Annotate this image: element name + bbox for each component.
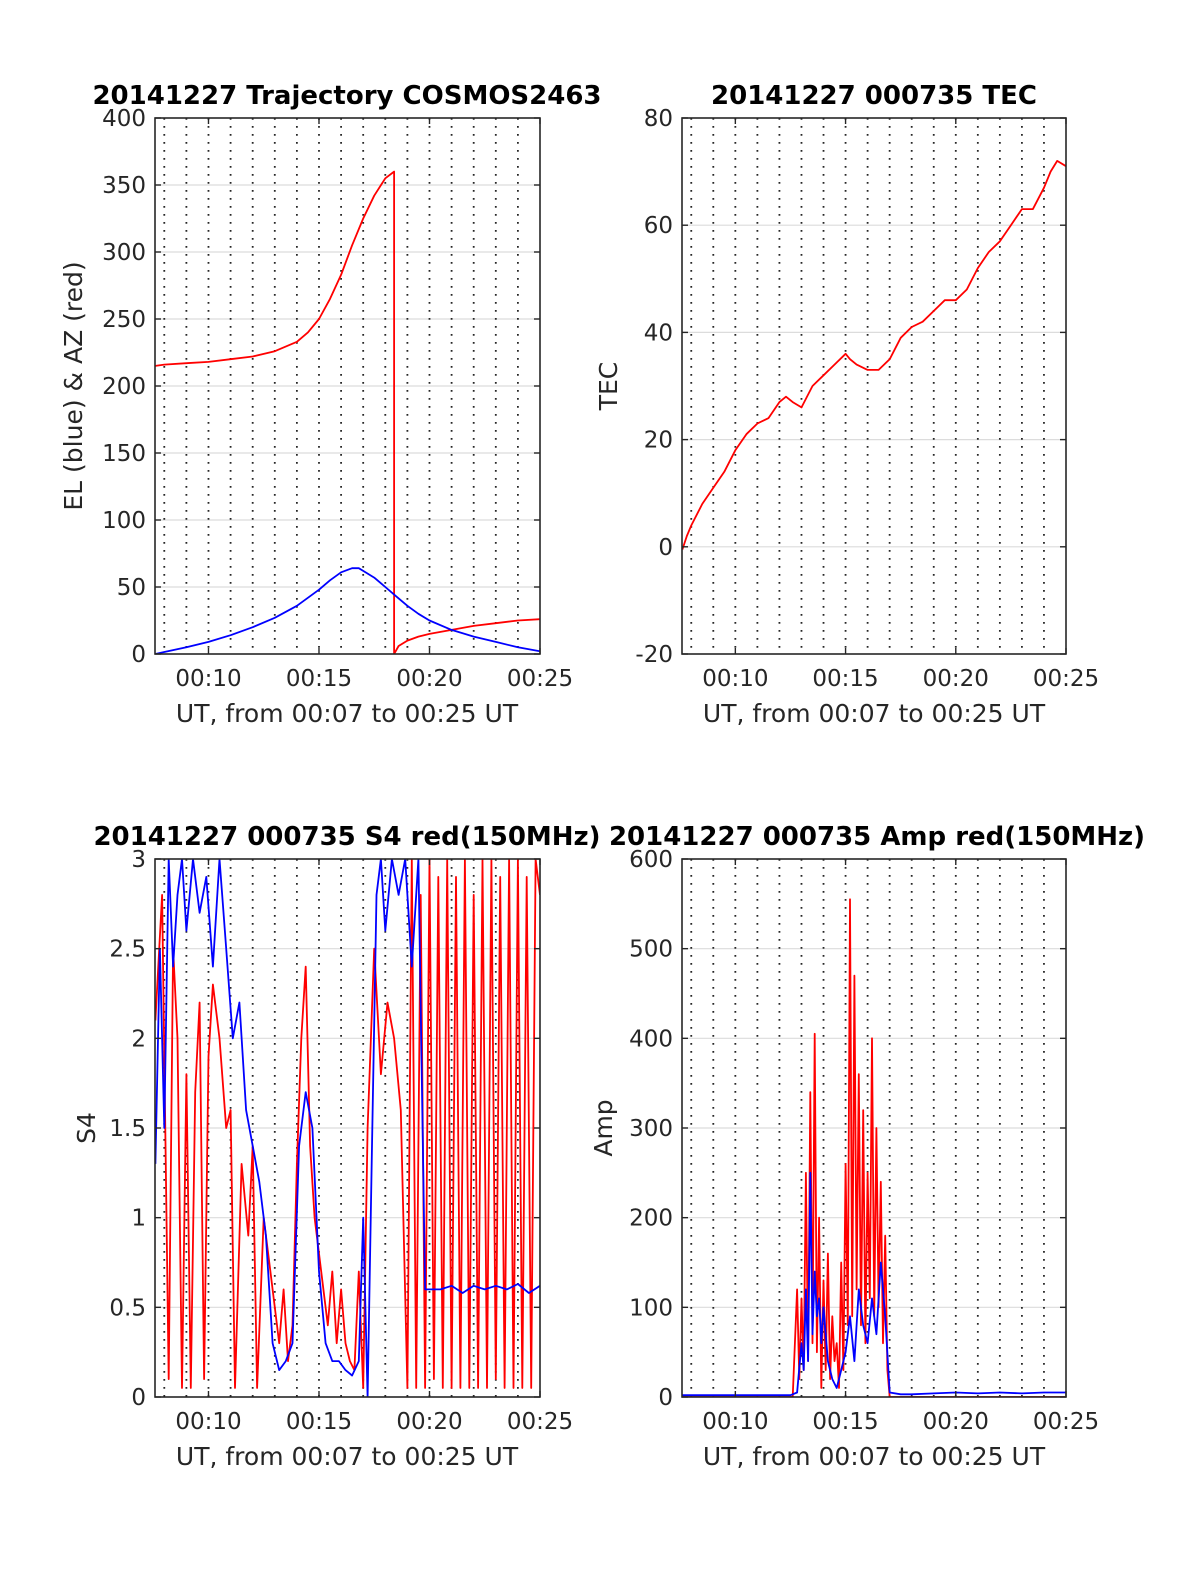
y-tick-label: 400 [629, 1026, 673, 1052]
x-tick-label: 00:20 [923, 1409, 989, 1435]
y-tick-label: 50 [117, 575, 146, 601]
x-axis-label: UT, from 00:07 to 00:25 UT [703, 699, 1046, 728]
y-tick-label: 300 [102, 240, 146, 266]
y-axis-label: EL (blue) & AZ (red) [59, 261, 88, 510]
y-tick-label: 0.5 [109, 1295, 146, 1321]
x-tick-label: 00:20 [396, 1409, 462, 1435]
y-tick-label: 2 [131, 1026, 146, 1052]
x-tick-label: 00:25 [1033, 666, 1099, 692]
s4-chart: 20141227 000735 S4 red(150MHz) UT, from … [72, 822, 601, 1471]
ticks: -20 0 20 40 60 80 00:10 00:15 00:20 00:25 [635, 106, 1099, 692]
y-tick-label: 0 [131, 642, 146, 668]
y-tick-label: 600 [629, 847, 673, 873]
ticks: 0 0.5 1 1.5 2 2.5 3 00:10 00:15 00:20 00:25 [109, 847, 573, 1435]
series-group [155, 170, 540, 654]
y-tick-label: 1.5 [109, 1116, 146, 1142]
x-tick-label: 00:15 [812, 1409, 878, 1435]
x-tick-label: 00:25 [507, 666, 573, 692]
series-line-1 [155, 859, 540, 1397]
chart-title: 20141227 000735 TEC [711, 81, 1037, 111]
y-tick-label: 300 [629, 1116, 673, 1142]
y-tick-label: 250 [102, 307, 146, 333]
y-tick-label: 0 [658, 535, 673, 561]
y-tick-label: 500 [629, 937, 673, 963]
series-line-1 [155, 567, 540, 654]
series-group [155, 859, 540, 1397]
y-tick-label: 2.5 [109, 937, 146, 963]
y-tick-label: 40 [644, 320, 673, 346]
y-axis-label: Amp [589, 1099, 618, 1156]
y-tick-label: 0 [658, 1385, 673, 1411]
y-tick-label: 1 [131, 1206, 146, 1232]
chart-title: 20141227 000735 Amp red(150MHz) [609, 822, 1145, 852]
amp-chart: 20141227 000735 Amp red(150MHz) UT, from… [589, 822, 1145, 1471]
tec-chart: 20141227 000735 TEC UT, from 00:07 to 00… [594, 81, 1099, 728]
y-tick-label: 60 [644, 213, 673, 239]
y-tick-label: -20 [635, 642, 673, 668]
axes-frame [681, 117, 1067, 655]
x-tick-label: 00:15 [286, 1409, 352, 1435]
y-tick-label: 80 [644, 106, 673, 132]
series-line-0 [155, 170, 540, 654]
y-tick-label: 100 [102, 508, 146, 534]
x-axis-label: UT, from 00:07 to 00:25 UT [176, 1442, 519, 1471]
x-tick-label: 00:25 [1033, 1409, 1099, 1435]
series-group [682, 898, 1066, 1397]
y-tick-label: 350 [102, 173, 146, 199]
x-axis-label: UT, from 00:07 to 00:25 UT [176, 699, 519, 728]
x-tick-label: 00:20 [923, 666, 989, 692]
ticks: 0 50 100 150 200 250 300 350 400 00:10 00:15 00:20 0… [102, 106, 573, 692]
y-tick-label: 100 [629, 1295, 673, 1321]
series-line-0 [682, 898, 1066, 1397]
y-axis-label: TEC [594, 362, 623, 412]
y-tick-label: 400 [102, 106, 146, 132]
grid [155, 118, 540, 654]
series-group [682, 159, 1066, 550]
x-tick-label: 00:25 [507, 1409, 573, 1435]
x-tick-label: 00:10 [702, 666, 768, 692]
y-axis-label: S4 [72, 1112, 101, 1144]
y-tick-label: 3 [131, 847, 146, 873]
x-axis-label: UT, from 00:07 to 00:25 UT [703, 1442, 1046, 1471]
series-line-1 [682, 1171, 1066, 1397]
y-tick-label: 150 [102, 441, 146, 467]
grid [155, 859, 540, 1397]
grid [682, 118, 1066, 654]
trajectory-chart: 20141227 Trajectory COSMOS2463 UT, from … [59, 81, 602, 728]
y-tick-label: 20 [644, 428, 673, 454]
x-tick-label: 00:10 [175, 666, 241, 692]
x-tick-label: 00:15 [286, 666, 352, 692]
series-line-0 [682, 159, 1066, 550]
x-tick-label: 00:15 [812, 666, 878, 692]
ticks: 0 100 200 300 400 500 600 00:10 00:15 00:20 00:25 [629, 847, 1099, 1435]
y-tick-label: 0 [131, 1385, 146, 1411]
x-tick-label: 00:10 [702, 1409, 768, 1435]
chart-title: 20141227 000735 S4 red(150MHz) [93, 822, 600, 852]
y-tick-label: 200 [102, 374, 146, 400]
x-tick-label: 00:20 [396, 666, 462, 692]
x-tick-label: 00:10 [175, 1409, 241, 1435]
y-tick-label: 200 [629, 1206, 673, 1232]
series-line-0 [155, 859, 540, 1389]
chart-title: 20141227 Trajectory COSMOS2463 [92, 81, 601, 111]
